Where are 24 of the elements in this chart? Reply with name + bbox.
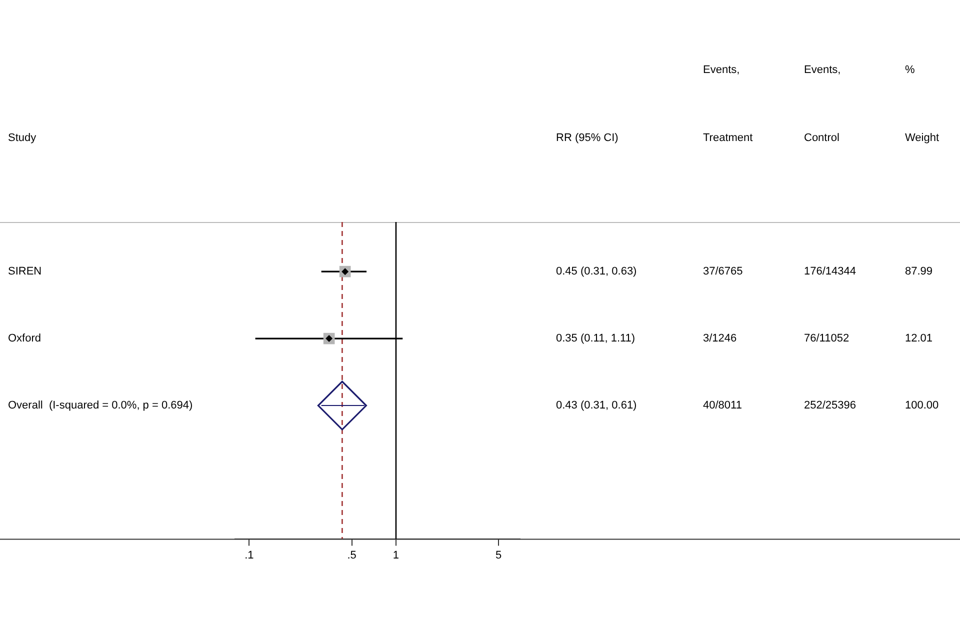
text: 37/6765 [703, 266, 743, 278]
y-tick-label: Overall (I-squared = 0.0%, p = 0.694) [8, 400, 193, 412]
text: 0.45 (0.31, 0.63) [556, 266, 637, 278]
text: 87.99 [905, 266, 933, 278]
text: RR (95% CI) [556, 132, 618, 144]
text: Events, Treatment [703, 64, 753, 144]
text: 176/14344 [804, 266, 856, 278]
text: 12.01 [905, 332, 933, 345]
x-tick-label: 5 [495, 549, 502, 562]
text: 252/25396 [804, 400, 856, 412]
text: Events, Control [804, 64, 841, 144]
y-tick-label: SIREN [8, 266, 42, 278]
x-tick-label: 1 [392, 549, 400, 562]
text: 0.43 (0.31, 0.61) [556, 400, 637, 412]
x-tick-label: .1 [244, 549, 254, 562]
text: % Weight [905, 64, 940, 144]
x-tick-label: .5 [347, 549, 356, 562]
text: 3/1246 [703, 332, 737, 345]
text: 76/11052 [804, 332, 850, 345]
text: Study [8, 132, 37, 144]
text: 40/8011 [703, 400, 742, 412]
text: 0.35 (0.11, 1.11) [556, 332, 636, 345]
y-tick-label: Oxford [8, 332, 42, 345]
text: 100.00 [905, 400, 939, 412]
